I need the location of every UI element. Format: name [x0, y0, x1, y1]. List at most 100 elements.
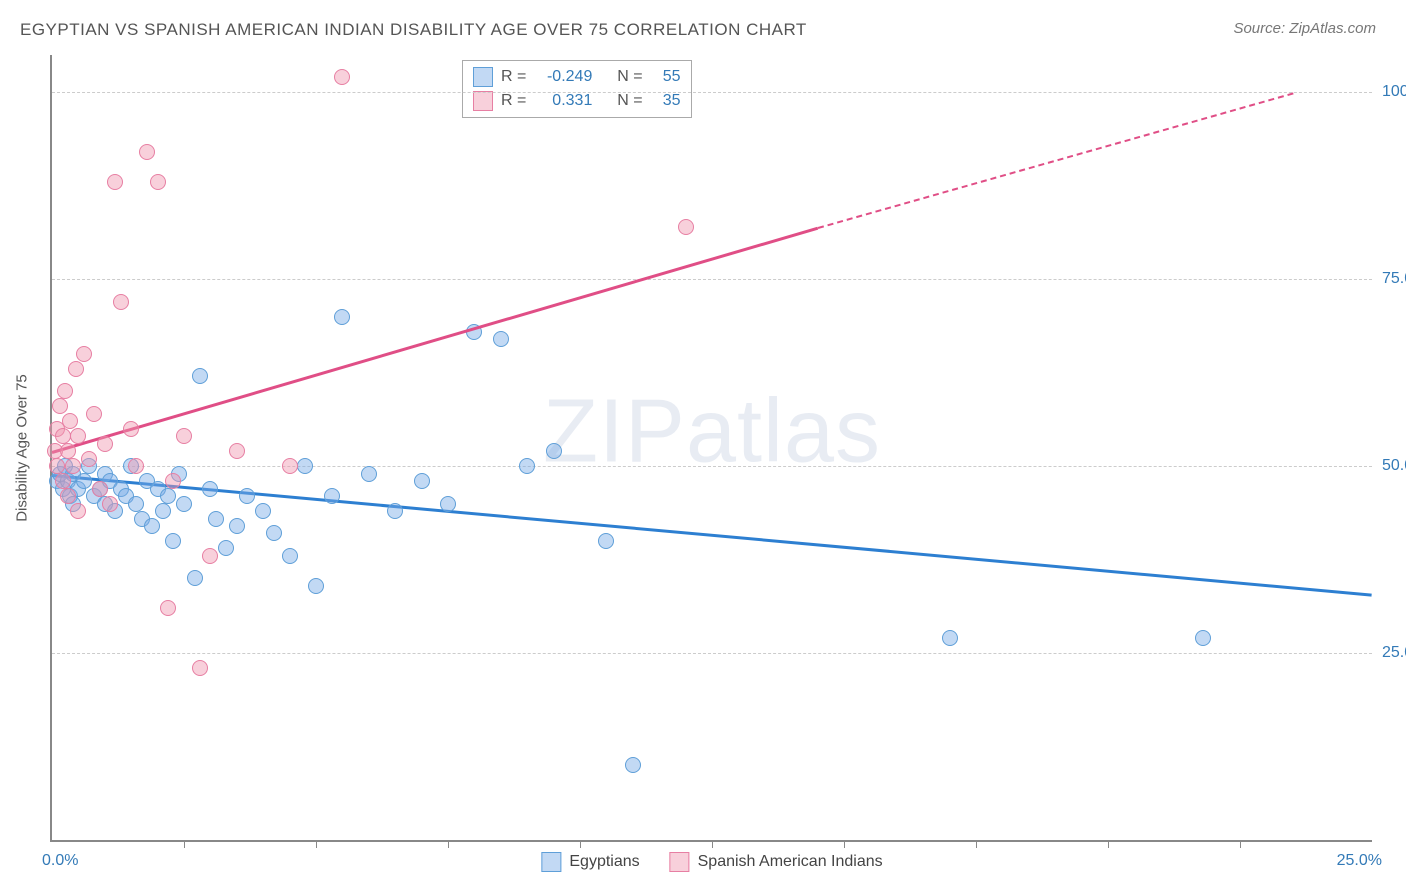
scatter-point — [440, 496, 456, 512]
scatter-point — [70, 428, 86, 444]
scatter-point — [229, 443, 245, 459]
source-label: Source: ZipAtlas.com — [1233, 20, 1376, 37]
scatter-point — [150, 174, 166, 190]
x-tick — [1108, 840, 1109, 848]
scatter-point — [202, 481, 218, 497]
scatter-point — [60, 443, 76, 459]
scatter-point — [414, 473, 430, 489]
scatter-point — [1195, 630, 1211, 646]
scatter-point — [60, 488, 76, 504]
trend-line-dash — [817, 92, 1293, 228]
scatter-point — [192, 368, 208, 384]
chart-title: EGYPTIAN VS SPANISH AMERICAN INDIAN DISA… — [20, 20, 807, 40]
scatter-point — [625, 757, 641, 773]
scatter-point — [55, 428, 71, 444]
scatter-point — [202, 548, 218, 564]
watermark: ZIPatlas — [543, 380, 881, 483]
scatter-point — [107, 174, 123, 190]
scatter-point — [229, 518, 245, 534]
x-tick — [316, 840, 317, 848]
scatter-point — [57, 383, 73, 399]
scatter-point — [81, 451, 97, 467]
scatter-point — [187, 570, 203, 586]
scatter-point — [55, 473, 71, 489]
scatter-point — [546, 443, 562, 459]
legend-swatch — [541, 852, 561, 872]
scatter-point — [160, 600, 176, 616]
scatter-point — [70, 503, 86, 519]
scatter-point — [519, 458, 535, 474]
bottom-legend-item: Egyptians — [541, 852, 639, 872]
scatter-point — [65, 458, 81, 474]
gridline — [52, 466, 1372, 467]
stat-r-label: R = — [501, 68, 526, 86]
scatter-point — [266, 525, 282, 541]
scatter-point — [123, 421, 139, 437]
scatter-point — [144, 518, 160, 534]
stat-n-label: N = — [617, 92, 642, 110]
stat-r-value: 0.331 — [534, 92, 592, 110]
scatter-point — [334, 309, 350, 325]
scatter-point — [942, 630, 958, 646]
scatter-point — [361, 466, 377, 482]
legend-swatch — [473, 67, 493, 87]
x-tick — [712, 840, 713, 848]
stat-n-value: 55 — [651, 68, 681, 86]
bottom-legend-item: Spanish American Indians — [670, 852, 883, 872]
scatter-point — [113, 294, 129, 310]
scatter-point — [308, 578, 324, 594]
x-tick — [184, 840, 185, 848]
scatter-point — [176, 496, 192, 512]
scatter-point — [208, 511, 224, 527]
scatter-point — [128, 458, 144, 474]
stat-legend-row: R = -0.249 N = 55 — [473, 65, 681, 89]
scatter-point — [598, 533, 614, 549]
scatter-point — [86, 406, 102, 422]
y-tick-label: 100.0% — [1382, 83, 1406, 101]
scatter-point — [102, 496, 118, 512]
scatter-point — [282, 548, 298, 564]
scatter-point — [128, 496, 144, 512]
legend-label: Spanish American Indians — [698, 853, 883, 871]
scatter-point — [218, 540, 234, 556]
x-tick — [1240, 840, 1241, 848]
scatter-point — [678, 219, 694, 235]
x-tick — [844, 840, 845, 848]
scatter-point — [334, 69, 350, 85]
legend-swatch — [670, 852, 690, 872]
y-tick-label: 25.0% — [1382, 644, 1406, 662]
scatter-point — [165, 533, 181, 549]
stat-r-label: R = — [501, 92, 526, 110]
scatter-point — [62, 413, 78, 429]
x-tick — [448, 840, 449, 848]
y-axis-label: Disability Age Over 75 — [14, 374, 31, 522]
scatter-point — [155, 503, 171, 519]
x-tick-max: 25.0% — [1337, 852, 1382, 870]
scatter-point — [324, 488, 340, 504]
y-tick-label: 75.0% — [1382, 270, 1406, 288]
x-tick — [580, 840, 581, 848]
stat-r-value: -0.249 — [534, 68, 592, 86]
scatter-point — [92, 481, 108, 497]
scatter-point — [160, 488, 176, 504]
gridline — [52, 92, 1372, 93]
plot-area: Disability Age Over 75 ZIPatlas R =-0.24… — [50, 55, 1372, 842]
scatter-point — [139, 144, 155, 160]
legend-label: Egyptians — [569, 853, 639, 871]
x-tick — [976, 840, 977, 848]
scatter-point — [68, 361, 84, 377]
scatter-point — [76, 346, 92, 362]
bottom-legend: Egyptians Spanish American Indians — [541, 852, 882, 872]
legend-swatch — [473, 91, 493, 111]
scatter-point — [493, 331, 509, 347]
scatter-point — [387, 503, 403, 519]
scatter-point — [176, 428, 192, 444]
y-tick-label: 50.0% — [1382, 457, 1406, 475]
scatter-point — [297, 458, 313, 474]
stat-n-value: 35 — [651, 92, 681, 110]
scatter-point — [255, 503, 271, 519]
trend-line — [52, 227, 818, 454]
scatter-point — [97, 436, 113, 452]
x-tick-min: 0.0% — [42, 852, 78, 870]
stat-n-label: N = — [617, 68, 642, 86]
